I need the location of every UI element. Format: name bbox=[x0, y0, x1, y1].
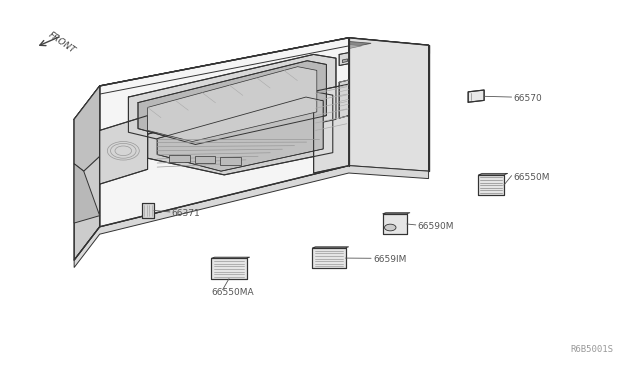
Polygon shape bbox=[468, 90, 484, 102]
Polygon shape bbox=[143, 203, 154, 218]
Polygon shape bbox=[74, 164, 100, 223]
Polygon shape bbox=[314, 84, 349, 173]
FancyBboxPatch shape bbox=[220, 157, 241, 165]
Polygon shape bbox=[74, 86, 100, 260]
Text: 6659lM: 6659lM bbox=[373, 255, 406, 264]
Polygon shape bbox=[74, 166, 429, 267]
Polygon shape bbox=[211, 258, 246, 279]
Polygon shape bbox=[478, 173, 508, 175]
Text: 66570: 66570 bbox=[513, 94, 542, 103]
Polygon shape bbox=[148, 92, 333, 175]
Polygon shape bbox=[113, 41, 371, 92]
Polygon shape bbox=[100, 38, 429, 94]
Text: FRONT: FRONT bbox=[47, 31, 77, 56]
Polygon shape bbox=[312, 248, 346, 268]
Polygon shape bbox=[100, 116, 148, 184]
Polygon shape bbox=[342, 59, 348, 62]
Polygon shape bbox=[383, 214, 407, 234]
Polygon shape bbox=[339, 80, 349, 118]
FancyBboxPatch shape bbox=[195, 156, 215, 163]
Text: 66550M: 66550M bbox=[513, 173, 550, 182]
Polygon shape bbox=[339, 52, 349, 65]
Polygon shape bbox=[478, 175, 504, 195]
Text: 66550MA: 66550MA bbox=[211, 288, 254, 297]
Polygon shape bbox=[211, 257, 250, 258]
Polygon shape bbox=[138, 44, 362, 92]
Polygon shape bbox=[383, 213, 410, 214]
Text: R6B5001S: R6B5001S bbox=[571, 344, 614, 353]
Polygon shape bbox=[312, 247, 349, 248]
Text: 66590M: 66590M bbox=[418, 222, 454, 231]
Circle shape bbox=[385, 224, 396, 231]
Polygon shape bbox=[138, 61, 326, 144]
Polygon shape bbox=[349, 38, 429, 171]
Polygon shape bbox=[157, 97, 323, 171]
Polygon shape bbox=[74, 86, 100, 171]
Polygon shape bbox=[148, 67, 317, 141]
Text: 66371: 66371 bbox=[172, 209, 200, 218]
Polygon shape bbox=[100, 38, 349, 227]
FancyBboxPatch shape bbox=[170, 155, 189, 162]
Polygon shape bbox=[100, 38, 429, 94]
Polygon shape bbox=[129, 54, 336, 149]
